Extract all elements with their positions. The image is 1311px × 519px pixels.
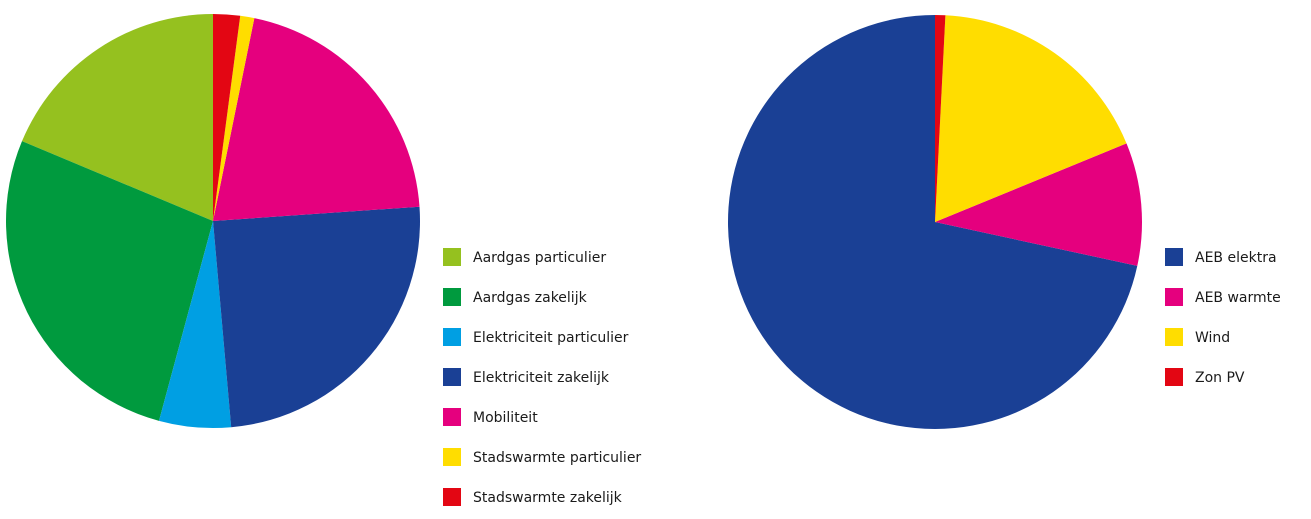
legend-label: Elektriciteit zakelijk (473, 370, 610, 386)
legend-swatch (1165, 368, 1183, 386)
legend-label: Zon PV (1195, 370, 1245, 386)
legend-label: Stadswarmte zakelijk (473, 490, 623, 506)
legend-swatch (1165, 328, 1183, 346)
legend-swatch (443, 328, 461, 346)
pie-slice (728, 15, 1138, 429)
legend-label: AEB warmte (1195, 290, 1281, 306)
pie-slice (935, 15, 946, 222)
legend-swatch (443, 368, 461, 386)
pie-slice (213, 14, 241, 221)
legend-swatch (443, 288, 461, 306)
pie-slice (159, 221, 232, 428)
pie-slice (5, 141, 213, 421)
legend-label: Aardgas zakelijk (473, 290, 588, 306)
pie-slice (213, 18, 420, 222)
legend-label: Aardgas particulier (473, 250, 606, 266)
legend-swatch (443, 248, 461, 266)
pie-slice (213, 206, 420, 428)
legend-swatch (1165, 248, 1183, 266)
pie-slice (22, 14, 213, 221)
legend-swatch (443, 408, 461, 426)
pie-slice (935, 15, 1127, 223)
legend-swatch (443, 488, 461, 506)
legend-label: Wind (1195, 330, 1230, 346)
legend-swatch (1165, 288, 1183, 306)
legend-label: AEB elektra (1195, 250, 1277, 266)
legend-label: Mobiliteit (473, 410, 538, 426)
pie-slice (213, 15, 255, 222)
legend-label: Stadswarmte particulier (473, 450, 641, 466)
legend-swatch (443, 448, 461, 466)
pie-slice (935, 143, 1142, 266)
legend-label: Elektriciteit particulier (473, 330, 629, 346)
